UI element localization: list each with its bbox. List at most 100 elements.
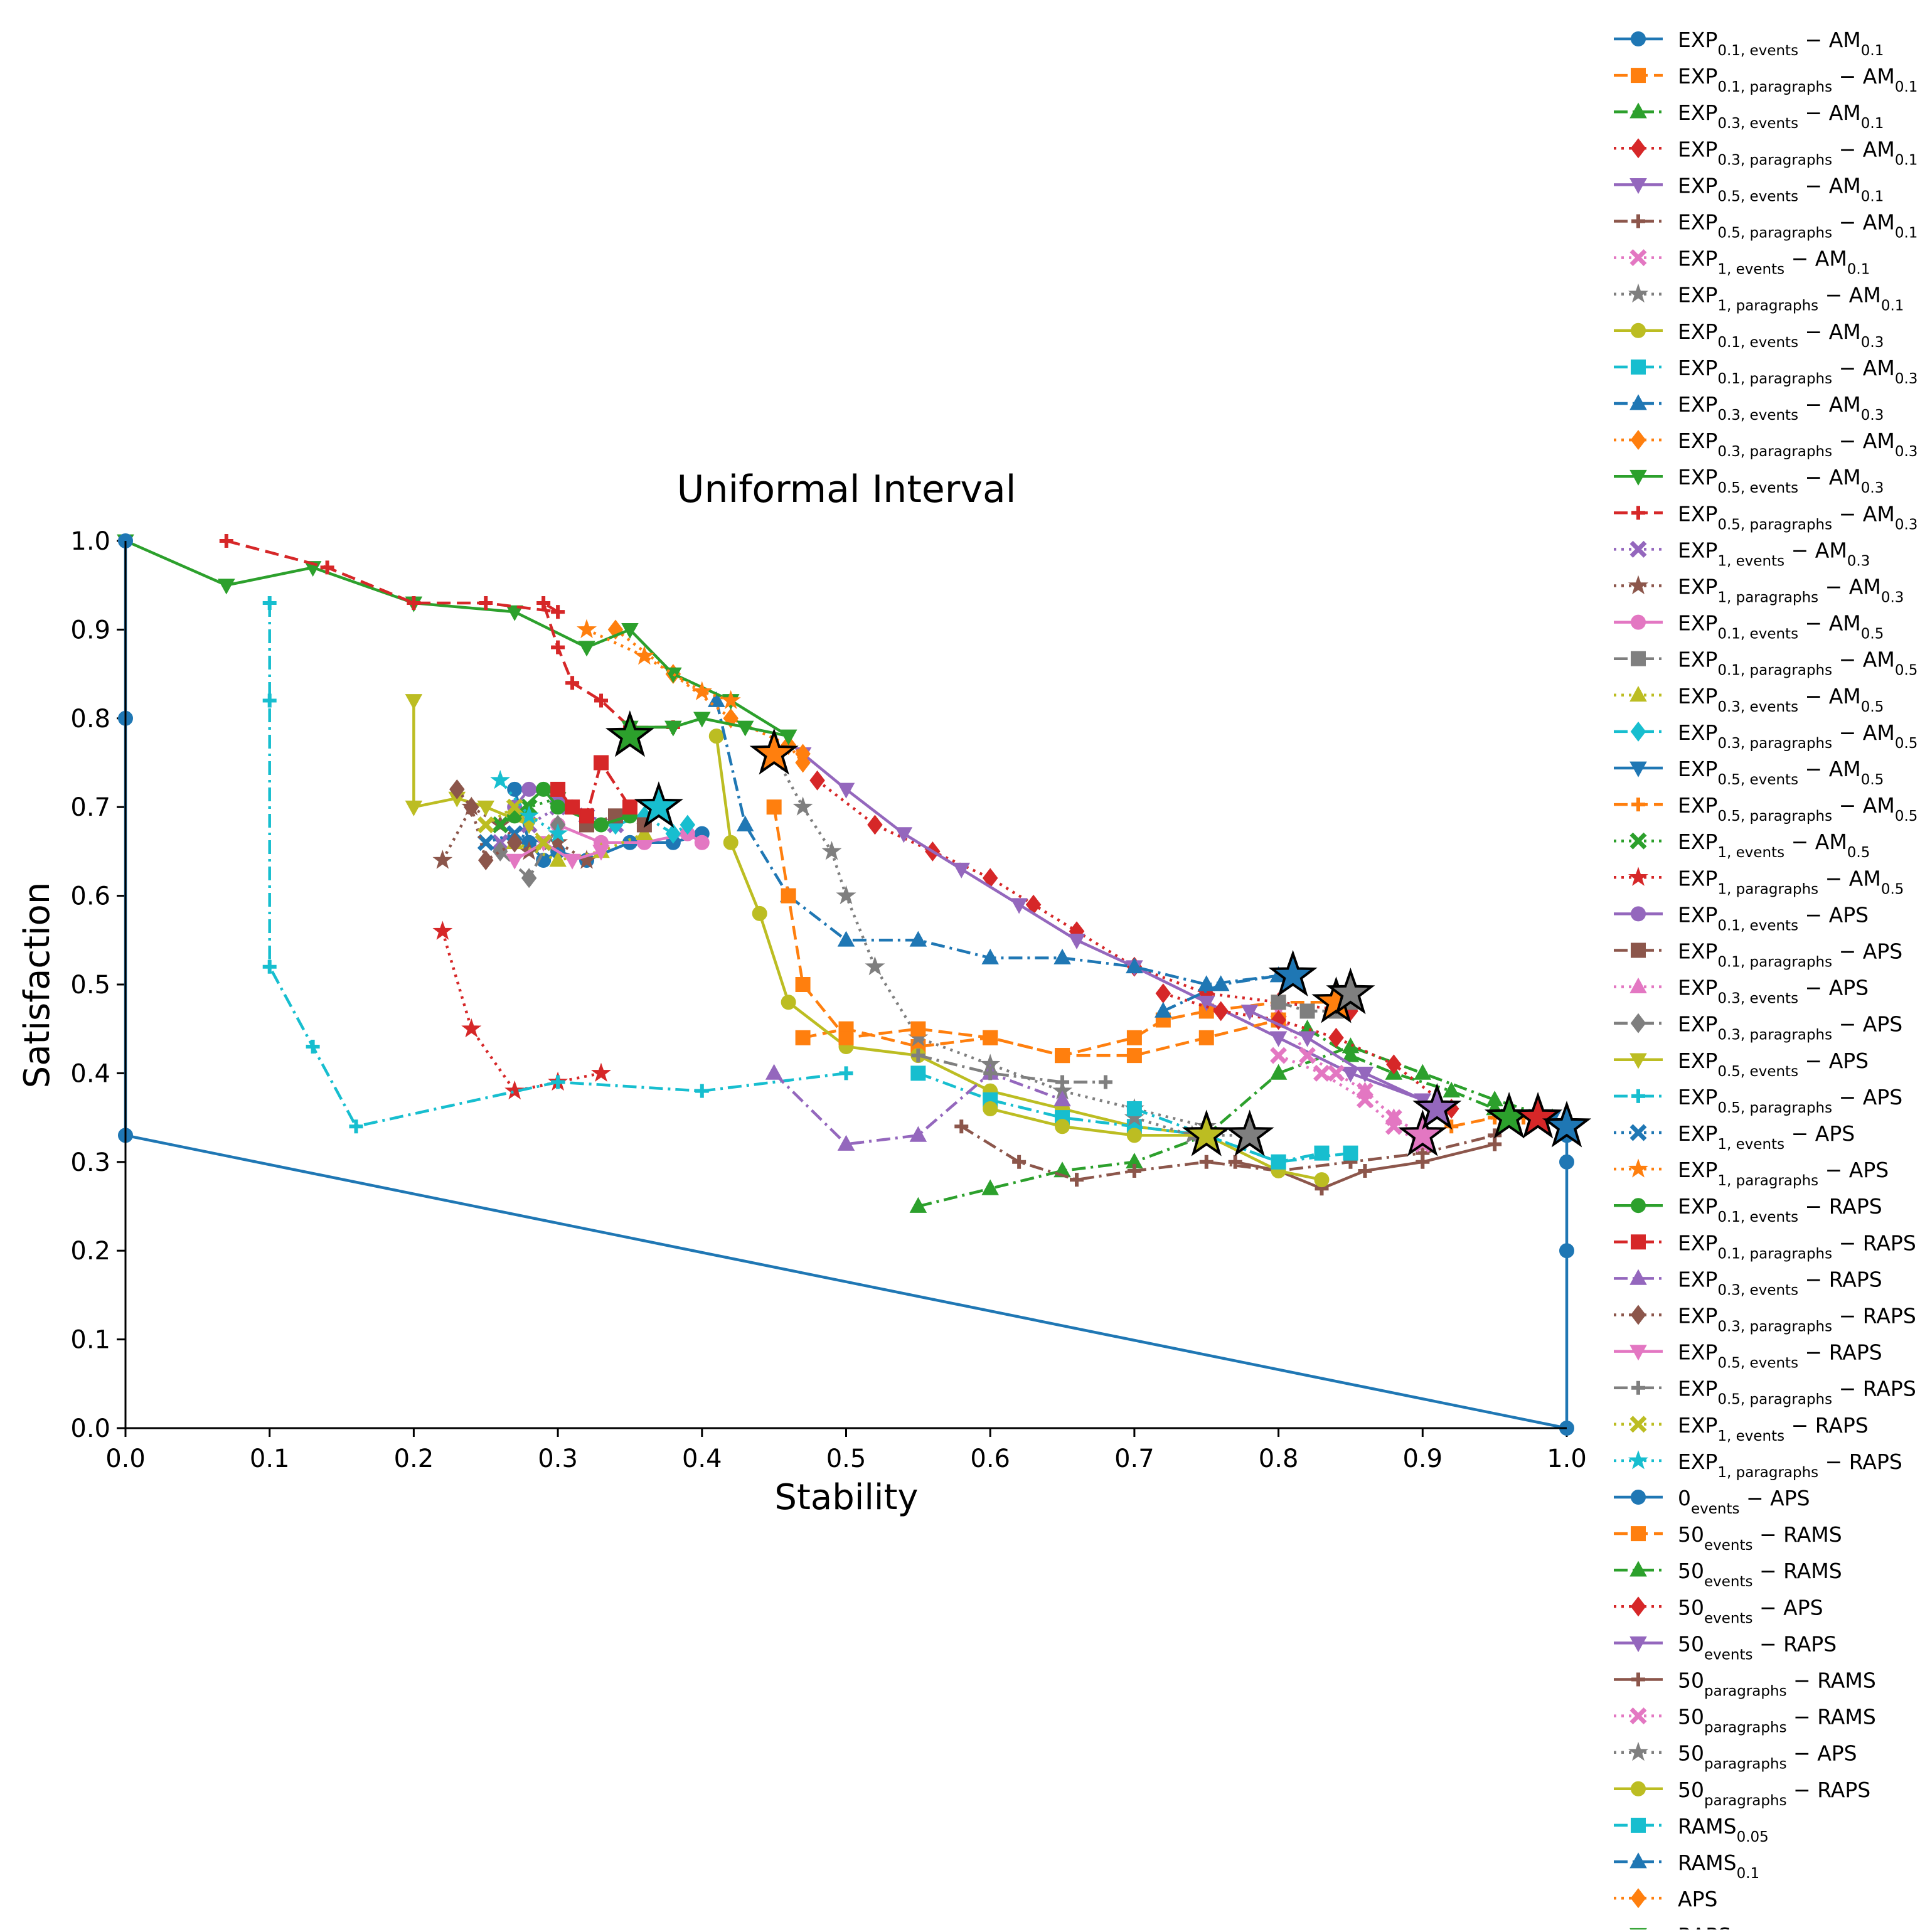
legend-entry: EXP0.1, events − RAPS	[1614, 1194, 1882, 1225]
legend-marker	[1629, 178, 1647, 195]
legend-entry: EXP1, paragraphs − AM0.3	[1614, 575, 1904, 606]
data-point	[1155, 1001, 1172, 1018]
data-point	[981, 948, 999, 964]
legend-marker	[1631, 68, 1646, 83]
data-point	[549, 851, 567, 867]
series-line	[1277, 1054, 1424, 1146]
data-point	[983, 1066, 998, 1081]
data-point	[983, 1030, 998, 1045]
data-point	[1240, 1005, 1259, 1021]
y-tick-label: 0.1	[70, 1326, 110, 1355]
series-line	[514, 841, 602, 862]
data-point	[1559, 1243, 1574, 1259]
legend-entry: EXP0.3, events − AM0.1	[1614, 100, 1884, 132]
legend-label: EXP1, events − AM0.3	[1678, 538, 1870, 569]
data-point	[1299, 1047, 1316, 1064]
data-point	[1270, 1047, 1288, 1064]
data-point	[490, 769, 511, 789]
legend-entry: EXP1, events − AM0.5	[1614, 830, 1870, 861]
legend-marker	[1631, 1781, 1646, 1796]
data-point	[1314, 1172, 1330, 1188]
legend-label: EXP1, paragraphs − APS	[1678, 1158, 1889, 1189]
legend-entry: EXP0.3, paragraphs − AM0.3	[1614, 429, 1917, 460]
series-52	[621, 712, 797, 745]
legend-entry: RAMS0.1	[1614, 1850, 1759, 1882]
data-point	[590, 1062, 612, 1082]
series-33	[550, 755, 637, 824]
data-point	[910, 1021, 926, 1037]
legend-entry: EXP0.3, paragraphs − APS	[1614, 1012, 1902, 1043]
data-point	[536, 595, 551, 610]
data-point	[952, 862, 971, 878]
data-point	[691, 681, 712, 700]
data-point	[1126, 1030, 1142, 1045]
legend-marker	[1630, 1013, 1646, 1033]
data-point	[795, 977, 811, 992]
data-point	[477, 834, 494, 851]
data-point	[1298, 1031, 1316, 1047]
legend-label: EXP0.5, events − AM0.5	[1678, 757, 1884, 788]
x-tick-label: 0.2	[394, 1444, 434, 1473]
highlight-star-marker	[1412, 1082, 1462, 1130]
data-point	[720, 690, 741, 710]
legend-label: EXP0.5, paragraphs − APS	[1678, 1085, 1902, 1116]
legend-entry: 50events − RAMS	[1614, 1559, 1842, 1590]
data-point	[506, 853, 523, 870]
data-point	[1053, 1091, 1071, 1107]
data-point	[217, 579, 235, 595]
series-line	[586, 628, 732, 702]
series-line	[615, 814, 688, 835]
legend-marker	[1629, 1636, 1647, 1653]
data-point	[765, 1064, 783, 1080]
data-point	[262, 595, 277, 610]
data-point	[548, 823, 568, 843]
data-point	[766, 799, 782, 815]
data-point	[1385, 1118, 1402, 1135]
legend-label: EXP0.1, events − RAPS	[1678, 1194, 1882, 1225]
data-point	[1343, 1145, 1358, 1161]
series-line	[917, 1045, 1553, 1208]
data-point	[594, 693, 609, 708]
legend-label: EXP0.1, paragraphs − RAPS	[1678, 1230, 1916, 1262]
data-point	[536, 781, 552, 797]
legend-entry: EXP1, paragraphs − AM0.5	[1614, 866, 1904, 897]
data-point	[1053, 948, 1071, 964]
data-point	[1271, 1154, 1286, 1170]
legend-marker	[1629, 1269, 1647, 1285]
legend-entry: EXP0.3, events − APS	[1614, 976, 1869, 1007]
legend-label: EXP1, paragraphs − RAPS	[1678, 1449, 1902, 1481]
highlight-star-marker	[1326, 968, 1375, 1015]
series-31	[577, 619, 741, 710]
y-tick-label: 0.4	[70, 1059, 110, 1088]
legend-marker	[1630, 1596, 1646, 1617]
y-tick-label: 0.6	[70, 882, 110, 911]
series-line	[1451, 1116, 1539, 1128]
data-point	[519, 805, 540, 825]
series-line	[226, 539, 673, 729]
legend-entry: 50paragraphs − RAMS	[1614, 1668, 1876, 1700]
legend-label: EXP0.5, paragraphs − RAPS	[1678, 1377, 1916, 1408]
legend-entry: EXP0.5, paragraphs − AM0.3	[1614, 501, 1917, 533]
data-point	[1269, 1031, 1288, 1047]
data-point	[1488, 1137, 1502, 1151]
data-point	[594, 755, 609, 771]
legend-entry: 50paragraphs − RAPS	[1614, 1778, 1870, 1809]
data-point	[1356, 1067, 1374, 1083]
series-line	[499, 796, 558, 826]
y-tick-label: 1.0	[70, 527, 110, 556]
series-41	[766, 799, 1286, 1064]
legend-entry: RAMS0.05	[1614, 1814, 1769, 1845]
data-point	[449, 779, 465, 799]
legend-label: RAMS0.1	[1678, 1850, 1759, 1882]
data-point	[910, 1065, 926, 1081]
data-point	[636, 824, 653, 840]
legend-marker	[1629, 1561, 1647, 1577]
legend-marker	[1630, 1888, 1646, 1909]
legend-entry: EXP1, events − APS	[1614, 1121, 1855, 1153]
x-tick-label: 0.4	[682, 1444, 722, 1473]
chart-title: Uniformal Interval	[677, 467, 1016, 511]
data-point	[909, 1197, 927, 1213]
legend-entry: 50paragraphs − RAMS	[1614, 1705, 1876, 1736]
data-point	[551, 1075, 565, 1089]
